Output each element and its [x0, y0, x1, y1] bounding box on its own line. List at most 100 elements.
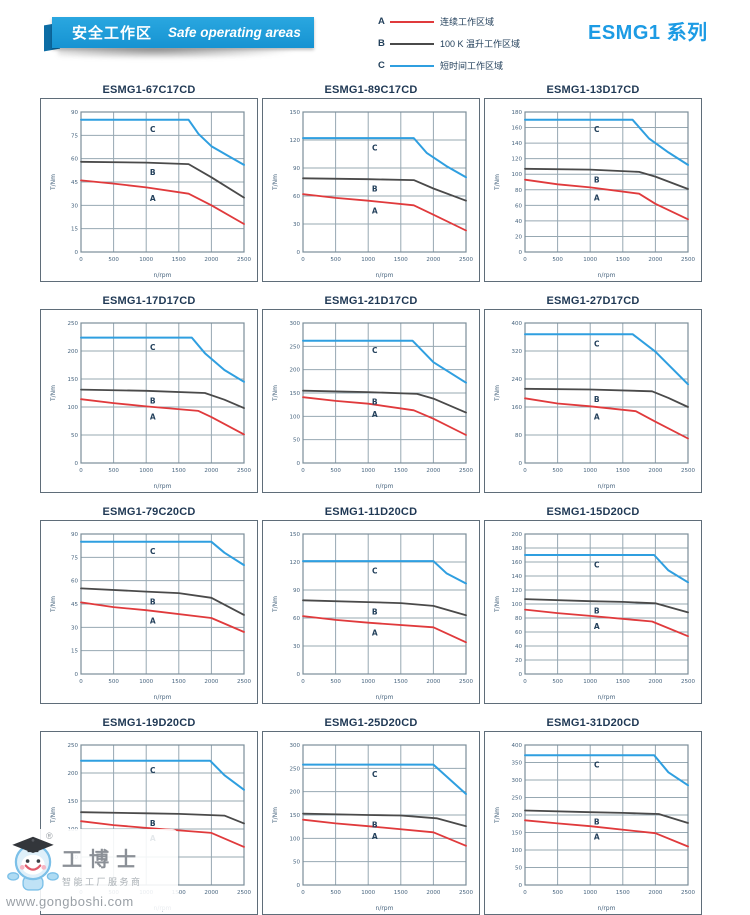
svg-text:100: 100: [68, 405, 79, 411]
svg-text:0: 0: [297, 672, 301, 678]
svg-text:0: 0: [301, 890, 305, 896]
svg-text:n/rpm: n/rpm: [598, 905, 616, 912]
svg-text:400: 400: [512, 743, 523, 749]
chart-title: ESMG1-21D17CD: [324, 295, 418, 307]
svg-text:250: 250: [512, 796, 523, 802]
svg-text:n/rpm: n/rpm: [154, 694, 172, 701]
svg-text:90: 90: [71, 532, 78, 538]
svg-text:0: 0: [301, 468, 305, 474]
chart-title: ESMG1-31D20CD: [546, 717, 640, 729]
svg-text:150: 150: [68, 377, 79, 383]
chart-plot: 0 500 1000 1500 2000 2500 0 15 30 45 60 75 90 n/rpm T/…: [40, 520, 258, 704]
svg-text:n/rpm: n/rpm: [598, 483, 616, 490]
svg-text:1500: 1500: [616, 890, 630, 896]
chart-cell: ESMG1-17D17CD 0 500 1000 1500 2000 2500 0 50 100…: [40, 295, 258, 493]
chart-plot: 0 500 1000 1500 2000 2500 0 50 100 150 200 250 300 n/…: [262, 731, 480, 915]
svg-text:2500: 2500: [459, 679, 473, 685]
svg-text:1500: 1500: [394, 679, 408, 685]
svg-text:250: 250: [68, 321, 79, 327]
svg-text:0: 0: [75, 461, 79, 467]
watermark-url[interactable]: www.gongboshi.com: [6, 894, 134, 909]
svg-text:300: 300: [290, 743, 301, 749]
svg-text:n/rpm: n/rpm: [598, 272, 616, 279]
svg-text:0: 0: [519, 461, 523, 467]
svg-text:1500: 1500: [616, 679, 630, 685]
svg-text:30: 30: [293, 644, 300, 650]
svg-text:2500: 2500: [681, 890, 695, 896]
svg-text:200: 200: [290, 368, 301, 374]
legend-line-c: [390, 64, 434, 67]
svg-text:500: 500: [552, 679, 563, 685]
svg-text:0: 0: [523, 468, 527, 474]
chart-plot: 0 500 1000 1500 2000 2500 0 20 40 60 80 100 120 140 16…: [484, 98, 702, 282]
svg-text:n/rpm: n/rpm: [376, 272, 394, 279]
svg-text:60: 60: [71, 579, 78, 585]
svg-text:C: C: [372, 346, 378, 355]
banner-ribbon: 安全工作区 Safe operating areas: [52, 17, 314, 48]
svg-text:40: 40: [515, 219, 522, 225]
svg-text:150: 150: [290, 532, 301, 538]
svg-text:2000: 2000: [426, 679, 440, 685]
chart-cell: ESMG1-11D20CD 0 500 1000 1500 2000 2500 0 30 60 9…: [262, 506, 480, 704]
svg-text:B: B: [372, 398, 378, 407]
svg-text:150: 150: [68, 799, 79, 805]
svg-text:60: 60: [293, 194, 300, 200]
svg-text:90: 90: [293, 166, 300, 172]
svg-text:80: 80: [515, 188, 522, 194]
legend-key-a: A: [378, 16, 385, 27]
svg-text:1500: 1500: [394, 468, 408, 474]
chart-title: ESMG1-17D17CD: [102, 295, 196, 307]
watermark-tagline: 智能工厂服务商: [62, 877, 143, 887]
svg-text:B: B: [594, 395, 600, 404]
svg-text:180: 180: [512, 546, 523, 552]
svg-text:1000: 1000: [583, 468, 597, 474]
svg-text:120: 120: [512, 157, 523, 163]
svg-text:100: 100: [512, 848, 523, 854]
svg-text:A: A: [594, 412, 600, 421]
svg-text:n/rpm: n/rpm: [376, 694, 394, 701]
svg-text:60: 60: [515, 630, 522, 636]
svg-text:2500: 2500: [237, 257, 251, 263]
svg-text:0: 0: [301, 679, 305, 685]
svg-text:200: 200: [68, 771, 79, 777]
chart-title: ESMG1-15D20CD: [546, 506, 640, 518]
svg-text:1000: 1000: [361, 679, 375, 685]
legend-row-b: B 100 K 温升工作区域: [378, 34, 558, 53]
svg-text:0: 0: [301, 257, 305, 263]
chart-plot: 0 500 1000 1500 2000 2500 0 15 30 45 60 75 90 n/rpm T/…: [40, 98, 258, 282]
charts-grid: ESMG1-67C17CD 0 500 1000 1500 2000 2500 0 15 30 4…: [40, 84, 702, 915]
svg-text:300: 300: [290, 321, 301, 327]
svg-text:250: 250: [290, 344, 301, 350]
svg-text:160: 160: [512, 126, 523, 132]
svg-text:C: C: [372, 567, 378, 576]
svg-text:500: 500: [330, 679, 341, 685]
svg-text:0: 0: [297, 250, 301, 256]
svg-text:T/Nm: T/Nm: [494, 385, 501, 402]
svg-text:A: A: [372, 629, 378, 638]
svg-text:n/rpm: n/rpm: [154, 483, 172, 490]
svg-text:1000: 1000: [583, 679, 597, 685]
svg-text:2000: 2000: [204, 468, 218, 474]
svg-text:150: 150: [512, 831, 523, 837]
svg-text:T/Nm: T/Nm: [494, 174, 501, 191]
svg-text:0: 0: [79, 257, 83, 263]
watermark-brand: 工博士: [62, 847, 143, 871]
svg-text:0: 0: [75, 250, 79, 256]
svg-text:45: 45: [71, 180, 78, 186]
svg-text:1500: 1500: [616, 468, 630, 474]
watermark-row: 工博士 智能工厂服务商: [6, 831, 174, 893]
svg-text:20: 20: [515, 234, 522, 240]
svg-text:120: 120: [290, 560, 301, 566]
svg-text:T/Nm: T/Nm: [272, 807, 279, 824]
chart-plot: 0 500 1000 1500 2000 2500 0 80 160 240 320 400 n/rpm…: [484, 309, 702, 493]
svg-text:C: C: [372, 770, 378, 779]
chart-cell: ESMG1-21D17CD 0 500 1000 1500 2000 2500 0 50 100…: [262, 295, 480, 493]
svg-text:80: 80: [515, 616, 522, 622]
svg-text:75: 75: [71, 133, 78, 139]
svg-text:2500: 2500: [459, 890, 473, 896]
legend-row-a: A 连续工作区域: [378, 12, 558, 31]
svg-text:n/rpm: n/rpm: [376, 905, 394, 912]
banner-title-en: Safe operating areas: [168, 25, 301, 40]
svg-text:2500: 2500: [237, 679, 251, 685]
svg-text:T/Nm: T/Nm: [272, 596, 279, 613]
